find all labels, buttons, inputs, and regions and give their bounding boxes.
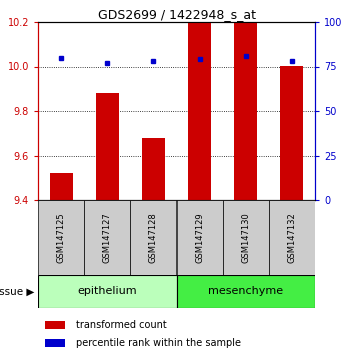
Text: GSM147129: GSM147129 — [195, 212, 204, 263]
Bar — [38, 275, 177, 308]
Text: percentile rank within the sample: percentile rank within the sample — [75, 338, 240, 348]
Text: GSM147132: GSM147132 — [287, 212, 296, 263]
Bar — [223, 200, 269, 275]
Title: GDS2699 / 1422948_s_at: GDS2699 / 1422948_s_at — [98, 8, 255, 21]
Bar — [188, 22, 211, 200]
Bar — [269, 200, 315, 275]
Text: GSM147130: GSM147130 — [241, 212, 250, 263]
Bar — [49, 173, 73, 200]
Bar — [96, 93, 119, 200]
Text: epithelium: epithelium — [77, 286, 137, 297]
Bar — [280, 67, 303, 200]
Bar — [234, 22, 257, 200]
Bar — [142, 138, 165, 200]
Text: transformed count: transformed count — [75, 320, 166, 330]
Bar — [177, 200, 223, 275]
Text: mesenchyme: mesenchyme — [208, 286, 283, 297]
Bar — [130, 200, 177, 275]
Bar — [45, 321, 65, 329]
Text: GSM147127: GSM147127 — [103, 212, 112, 263]
Bar — [45, 338, 65, 347]
Text: GSM147125: GSM147125 — [57, 212, 65, 263]
Bar — [38, 200, 84, 275]
Bar — [177, 275, 315, 308]
Bar — [84, 200, 130, 275]
Text: GSM147128: GSM147128 — [149, 212, 158, 263]
Text: tissue ▶: tissue ▶ — [0, 286, 34, 297]
